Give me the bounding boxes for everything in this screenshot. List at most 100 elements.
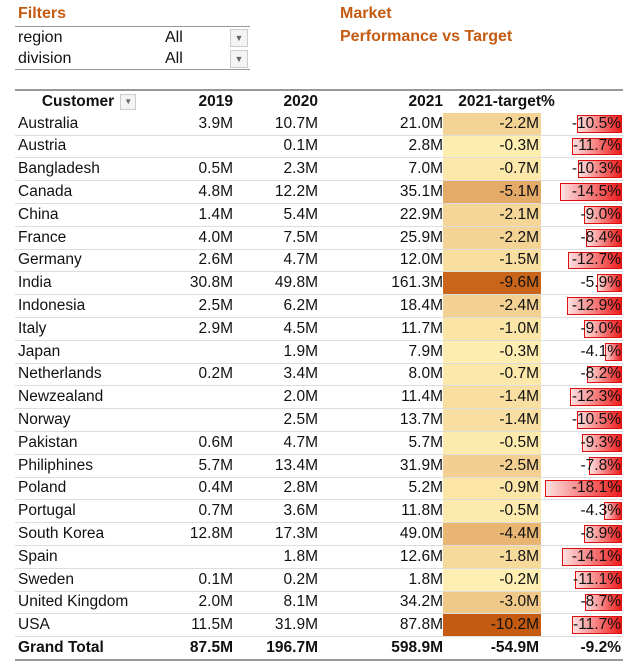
filter-label: division: [18, 50, 72, 67]
pct-value: -10.5%: [571, 114, 621, 132]
pivot-table: Customer ▼ 2019 2020 2021 2021-target % A…: [15, 89, 623, 661]
table-row: Canada 4.8M 12.2M 35.1M -5.1M -14.5%: [15, 180, 623, 204]
pct-value: -5.9%: [580, 274, 622, 292]
dropdown-arrow-icon[interactable]: ▼: [230, 29, 248, 47]
pct-cell: -12.7%: [541, 249, 623, 273]
value-2019: 4.0M: [163, 226, 233, 250]
target-diff-cell: -2.1M: [443, 203, 541, 227]
total-label: Grand Total: [15, 636, 163, 661]
target-diff-cell: -5.1M: [443, 180, 541, 204]
value-2021: 7.0M: [318, 157, 443, 182]
filter-division[interactable]: division All ▼: [15, 48, 250, 69]
value-2021: 87.8M: [318, 613, 443, 638]
table-row: Austria 0.1M 2.8M -0.3M -11.7%: [15, 135, 623, 159]
customer-cell: Spain: [15, 545, 163, 569]
table-row: Bangladesh 0.5M 2.3M 7.0M -0.7M -10.3%: [15, 157, 623, 182]
pct-cell: -14.5%: [541, 180, 623, 204]
data-bar: [604, 342, 622, 361]
customer-cell: Newzealand: [15, 385, 163, 410]
filters-title: Filters: [18, 5, 67, 22]
total-2019: 87.5M: [163, 636, 233, 661]
filter-panel: region All ▼ division All ▼: [15, 26, 250, 70]
table-row: Portugal 0.7M 3.6M 11.8M -0.5M -4.3%: [15, 499, 623, 524]
value-2021: 31.9M: [318, 454, 443, 478]
target-diff-cell: -1.0M: [443, 317, 541, 341]
pct-cell: -12.9%: [541, 294, 623, 318]
total-2021: 598.9M: [318, 636, 443, 661]
pct-value: -4.3%: [580, 502, 622, 520]
table-row: Netherlands 0.2M 3.4M 8.0M -0.7M -8.2%: [15, 363, 623, 387]
value-2019: 4.8M: [163, 180, 233, 204]
table-row: France 4.0M 7.5M 25.9M -2.2M -8.4%: [15, 226, 623, 250]
customer-cell: Bangladesh: [15, 157, 163, 182]
header-2020: 2020: [233, 89, 318, 113]
value-2019: 11.5M: [163, 613, 233, 638]
dropdown-arrow-icon[interactable]: ▼: [230, 50, 248, 68]
value-2020: 4.5M: [233, 317, 318, 341]
table-row: Germany 2.6M 4.7M 12.0M -1.5M -12.7%: [15, 249, 623, 273]
value-2021: 12.0M: [318, 249, 443, 273]
value-2019: 2.9M: [163, 317, 233, 341]
header-2019: 2019: [163, 89, 233, 113]
pct-cell: -8.7%: [541, 591, 623, 615]
target-diff-cell: -0.3M: [443, 340, 541, 364]
pct-value: -12.3%: [571, 388, 621, 406]
value-2019: [163, 545, 233, 569]
table-row: Indonesia 2.5M 6.2M 18.4M -2.4M -12.9%: [15, 294, 623, 318]
customer-cell: United Kingdom: [15, 591, 163, 615]
filter-region[interactable]: region All ▼: [15, 27, 250, 48]
value-2020: 2.8M: [233, 477, 318, 501]
table-row: Philiphines 5.7M 13.4M 31.9M -2.5M -7.8%: [15, 454, 623, 478]
pct-value: -4.1%: [580, 342, 622, 360]
target-diff-cell: -2.2M: [443, 226, 541, 250]
customer-cell: Portugal: [15, 499, 163, 524]
table-row: Pakistan 0.6M 4.7M 5.7M -0.5M -9.3%: [15, 431, 623, 455]
target-diff-cell: -2.2M: [443, 112, 541, 136]
value-2020: 0.2M: [233, 568, 318, 592]
value-2020: 2.0M: [233, 385, 318, 410]
pct-value: -12.9%: [571, 297, 621, 315]
pct-value: -9.3%: [580, 433, 622, 451]
data-bar: [574, 570, 622, 589]
pct-cell: -9.3%: [541, 431, 623, 455]
data-bar: [583, 319, 622, 338]
value-2020: 8.1M: [233, 591, 318, 615]
data-bar: [586, 228, 622, 247]
value-2019: 5.7M: [163, 454, 233, 478]
pct-cell: -7.8%: [541, 454, 623, 478]
data-bar: [588, 456, 622, 475]
data-bar: [603, 502, 622, 521]
pct-cell: -12.3%: [541, 385, 623, 410]
pct-cell: -4.1%: [541, 340, 623, 364]
pct-cell: -10.5%: [541, 408, 623, 432]
pct-value: -7.8%: [580, 456, 622, 474]
pct-cell: -9.0%: [541, 203, 623, 227]
customer-cell: Philiphines: [15, 454, 163, 478]
header-customer[interactable]: Customer ▼: [15, 89, 163, 113]
value-2020: 0.1M: [233, 135, 318, 159]
filter-label: region: [18, 29, 63, 46]
filter-dropdown-icon[interactable]: ▼: [120, 93, 137, 110]
value-2019: 0.7M: [163, 499, 233, 524]
pct-value: -14.1%: [571, 547, 621, 565]
data-bar: [587, 365, 622, 384]
pct-value: -18.1%: [571, 479, 621, 497]
value-2020: 4.7M: [233, 249, 318, 273]
total-2020: 196.7M: [233, 636, 318, 661]
value-2021: 5.2M: [318, 477, 443, 501]
value-2019: [163, 408, 233, 432]
table-row: Spain 1.8M 12.6M -1.8M -14.1%: [15, 545, 623, 569]
value-2021: 11.8M: [318, 499, 443, 524]
customer-cell: Indonesia: [15, 294, 163, 318]
value-2019: 0.1M: [163, 568, 233, 592]
header-pct: %: [541, 89, 623, 113]
target-diff-cell: -1.4M: [443, 385, 541, 410]
data-bar: [560, 183, 622, 201]
value-2019: 3.9M: [163, 112, 233, 136]
pct-value: -8.9%: [580, 525, 622, 543]
header-target: 2021-target: [443, 89, 541, 113]
pct-cell: -14.1%: [541, 545, 623, 569]
pct-cell: -18.1%: [541, 477, 623, 501]
value-2020: 49.8M: [233, 271, 318, 296]
pct-value: -11.7%: [573, 616, 621, 634]
